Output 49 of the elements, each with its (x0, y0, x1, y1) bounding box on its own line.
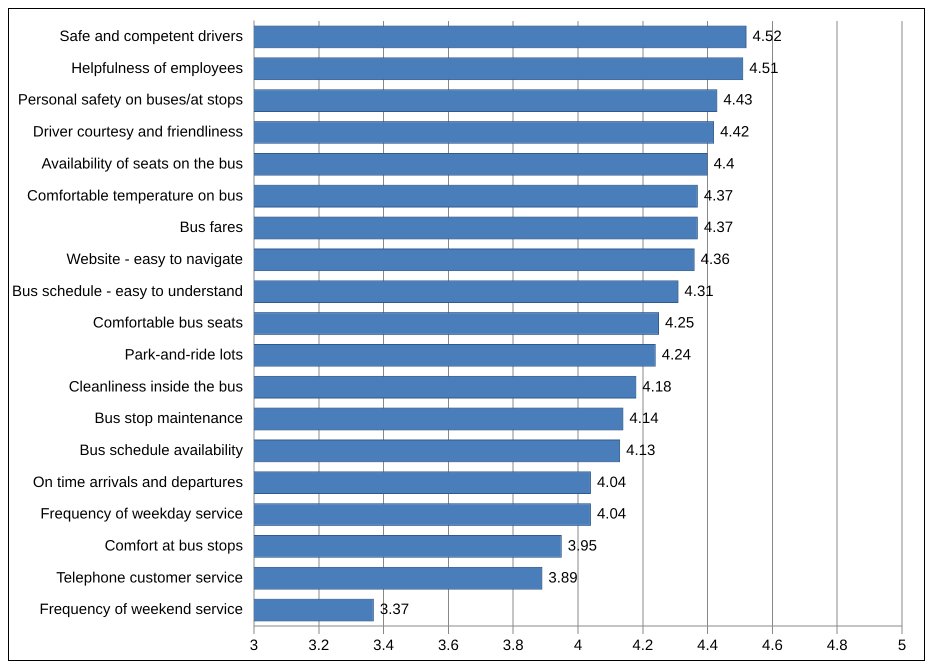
y-tick-label: Park-and-ride lots (124, 346, 243, 364)
x-tick-label: 4.8 (826, 637, 848, 654)
data-label: 3.89 (548, 569, 578, 586)
y-tick-label: On time arrivals and departures (32, 474, 243, 491)
x-tick-label: 5 (898, 637, 906, 654)
y-tick-label: Bus fares (180, 219, 243, 236)
y-tick-label: Comfort at bus stops (104, 538, 243, 555)
data-label: 4.04 (596, 474, 626, 491)
y-tick-label: Telephone customer service (56, 569, 243, 586)
data-label: 4.25 (664, 314, 694, 332)
data-label: 4.36 (700, 250, 730, 268)
y-tick-label: Comfortable bus seats (92, 314, 243, 332)
y-tick-label: Bus schedule - easy to understand (12, 282, 243, 300)
y-tick-label: Driver courtesy and friendliness (32, 124, 243, 141)
y-tick-label: Frequency of weekend service (40, 601, 243, 618)
x-tick-label: 3.6 (438, 637, 459, 654)
x-tick-label: 3.4 (373, 637, 394, 654)
x-tick-label: 4.4 (697, 637, 718, 654)
data-label: 4.52 (752, 28, 782, 46)
y-tick-label: Bus schedule availability (80, 442, 244, 460)
data-label: 4.24 (662, 346, 691, 364)
x-tick-label: 4 (574, 637, 582, 654)
y-tick-label: Personal safety on buses/at stops (18, 92, 243, 109)
y-tick-label: Safe and competent drivers (60, 28, 243, 46)
data-label: 4.37 (704, 219, 734, 236)
y-tick-label: Helpfulness of employees (71, 60, 243, 77)
x-tick-label: 4.6 (762, 637, 783, 654)
x-tick-label: 3.2 (308, 637, 330, 654)
data-label: 4.14 (629, 410, 659, 428)
data-label: 4.04 (596, 506, 626, 523)
data-label: 4.37 (704, 187, 734, 204)
y-tick-label: Comfortable temperature on bus (27, 187, 243, 204)
y-tick-label: Frequency of weekday service (40, 506, 243, 523)
y-tick-label: Bus stop maintenance (94, 410, 243, 428)
y-tick-label: Cleanliness inside the bus (68, 378, 243, 396)
y-tick-label: Availability of seats on the bus (41, 155, 243, 172)
x-tick-label: 3 (250, 637, 258, 654)
data-label: 4.13 (626, 442, 656, 460)
data-label: 3.95 (568, 538, 597, 555)
x-tick-label: 4.2 (632, 637, 654, 654)
data-label: 4.43 (723, 92, 753, 109)
data-label: 4.42 (720, 124, 750, 141)
data-label: 3.37 (380, 601, 410, 618)
data-label: 4.4 (714, 155, 734, 172)
data-label: 4.31 (684, 282, 714, 300)
y-tick-label: Website - easy to navigate (66, 250, 243, 268)
data-label: 4.51 (749, 60, 778, 77)
data-label: 4.18 (642, 378, 672, 396)
x-tick-label: 3.8 (502, 637, 524, 654)
